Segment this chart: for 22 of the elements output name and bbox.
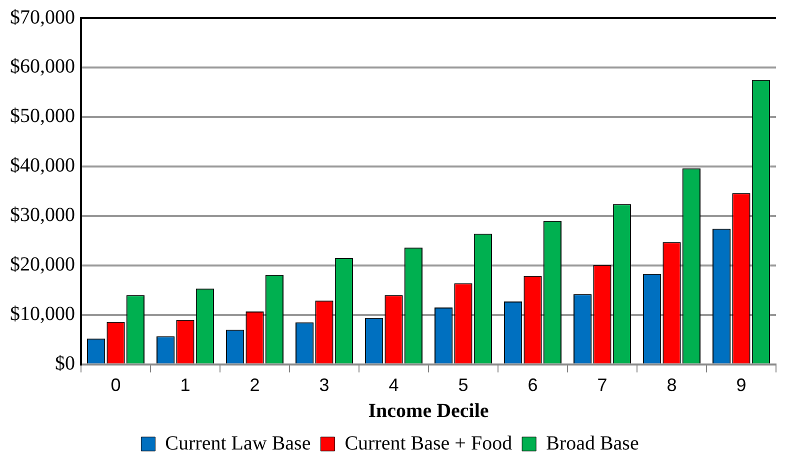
x-tick-label: 5 xyxy=(458,375,468,396)
y-tick-label: $60,000 xyxy=(10,56,75,78)
legend-label: Current Base + Food xyxy=(344,432,512,454)
y-tick-label: $50,000 xyxy=(10,105,75,128)
x-tick-label: 1 xyxy=(180,375,190,396)
y-tick-label: $40,000 xyxy=(10,154,75,177)
x-tick-label: 4 xyxy=(388,375,399,396)
x-tick-label: 7 xyxy=(597,375,608,396)
x-tick-label: 3 xyxy=(319,375,330,396)
y-tick-label: $20,000 xyxy=(10,254,75,276)
x-tick-label: 6 xyxy=(528,375,538,396)
legend-label: Broad Base xyxy=(546,432,639,454)
x-tick-label: 2 xyxy=(250,375,260,396)
y-tick-label: $30,000 xyxy=(10,204,75,226)
x-axis-title: Income Decile xyxy=(368,400,489,422)
x-tick-label: 9 xyxy=(736,375,746,396)
legend-label: Current Law Base xyxy=(165,432,311,454)
y-tick-label: $10,000 xyxy=(10,303,75,326)
y-tick-label: $0 xyxy=(55,352,75,375)
y-tick-label: $70,000 xyxy=(10,6,75,28)
x-tick-label: 0 xyxy=(110,375,121,396)
x-tick-label: 8 xyxy=(666,375,677,396)
